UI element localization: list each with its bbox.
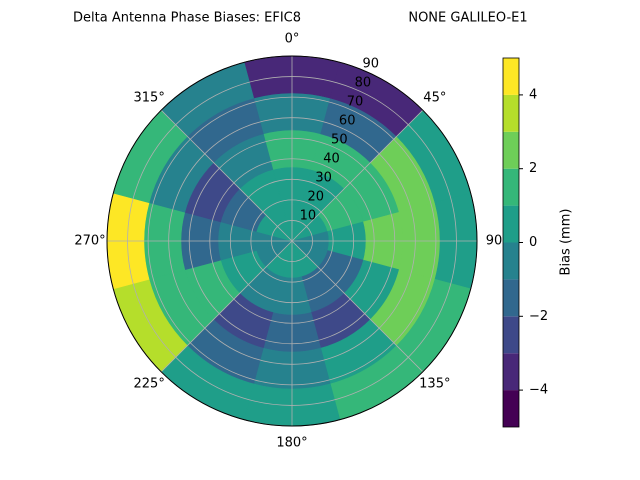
colorbar-band bbox=[503, 168, 519, 206]
r-tick-label: 40 bbox=[323, 152, 340, 167]
chart-title: Delta Antenna Phase Biases: EFIC8 bbox=[73, 11, 301, 26]
theta-tick-label: 225° bbox=[134, 376, 165, 391]
angular-grid-line bbox=[160, 109, 293, 242]
radial-grid-line bbox=[209, 158, 375, 324]
r-tick-label: 70 bbox=[347, 95, 364, 110]
colorbar-label: Bias (mm) bbox=[559, 209, 574, 276]
radial-grid-line bbox=[168, 117, 416, 365]
theta-tick-label: 45° bbox=[423, 91, 446, 106]
r-tick-label: 20 bbox=[307, 190, 324, 205]
radial-grid-line bbox=[229, 178, 355, 304]
theta-tick-label: 0° bbox=[285, 32, 300, 47]
angular-grid-line bbox=[291, 240, 424, 373]
polar-frame bbox=[106, 55, 478, 427]
theta-tick-label: 315° bbox=[134, 91, 165, 106]
r-tick-label: 60 bbox=[339, 114, 356, 129]
chart-subtitle: NONE GALILEO-E1 bbox=[408, 11, 527, 26]
colorbar-band bbox=[503, 242, 519, 280]
theta-tick-label: 135° bbox=[419, 376, 450, 391]
r-tick-label: 30 bbox=[315, 171, 332, 186]
colorbar-tick-label: −4 bbox=[529, 383, 548, 398]
colorbar-band bbox=[503, 94, 519, 132]
radial-grid-line bbox=[127, 76, 457, 406]
colorbar-tick-label: 0 bbox=[529, 235, 537, 250]
r-tick-label: 50 bbox=[331, 133, 348, 148]
theta-tick-label: 90 bbox=[486, 234, 503, 249]
r-tick-label: 80 bbox=[355, 76, 372, 91]
colorbar-tick-label: 4 bbox=[529, 87, 537, 102]
angular-grid-line bbox=[160, 240, 293, 373]
radial-grid-line bbox=[250, 199, 334, 283]
r-tick-label: 90 bbox=[363, 57, 380, 72]
colorbar-band bbox=[503, 58, 519, 95]
r-tick-label: 10 bbox=[300, 209, 317, 224]
radial-grid-line bbox=[188, 137, 396, 345]
colorbar-band bbox=[503, 390, 519, 427]
theta-tick-label: 270° bbox=[74, 234, 105, 249]
theta-tick-label: 180° bbox=[276, 436, 307, 451]
radial-grid-line bbox=[147, 96, 437, 386]
colorbar-band bbox=[503, 353, 519, 391]
radial-grid-line bbox=[271, 220, 313, 262]
colorbar-tick-label: 2 bbox=[529, 161, 537, 176]
colorbar-band bbox=[503, 131, 519, 169]
colorbar-band bbox=[503, 279, 519, 317]
colorbar-tick-label: −2 bbox=[529, 309, 548, 324]
colorbar-band bbox=[503, 316, 519, 354]
angular-grid-line bbox=[291, 109, 424, 242]
colorbar-band bbox=[503, 205, 519, 243]
